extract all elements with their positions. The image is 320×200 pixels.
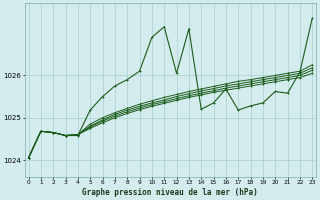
X-axis label: Graphe pression niveau de la mer (hPa): Graphe pression niveau de la mer (hPa) <box>83 188 258 197</box>
